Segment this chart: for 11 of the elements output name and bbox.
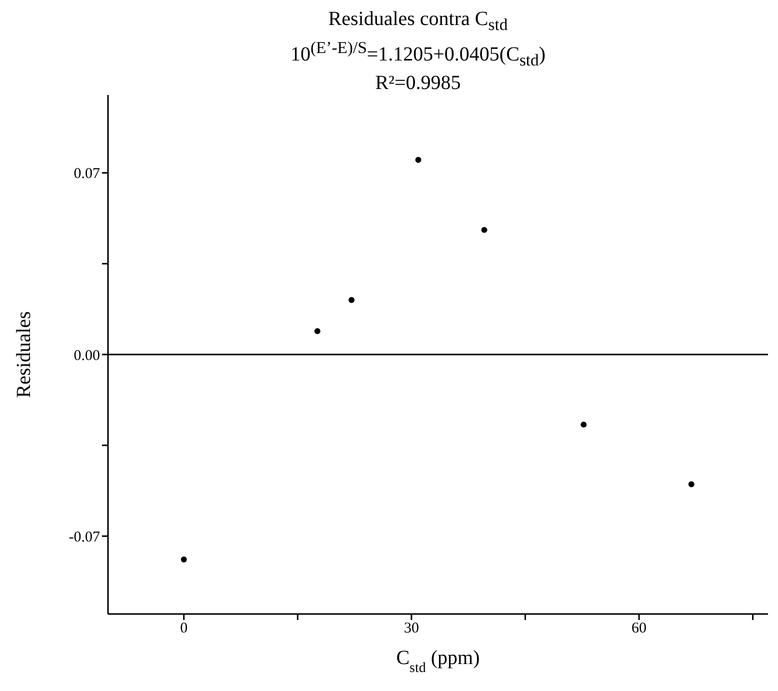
y-axis-title: Residuales [13,310,35,398]
text: R²=0.9985 [374,72,462,95]
x-tick-label: 60 [632,620,647,636]
chart-title: Residuales contra C$_{std}$ [327,8,509,36]
x-tick-label: 0 [180,620,188,636]
x-axis-title: C$_{std}$ (ppm) [396,646,480,676]
chart-subtitle: 10$^{(E’-E)/S}$=1.1205+0.0405(C$_{std}$) [289,37,547,72]
x-tick-label: 30 [404,620,419,636]
y-tick-label: 0.07 [74,166,100,182]
y-tick-label: -0.07 [68,529,100,546]
y-tick-label: 0.00 [74,347,100,364]
